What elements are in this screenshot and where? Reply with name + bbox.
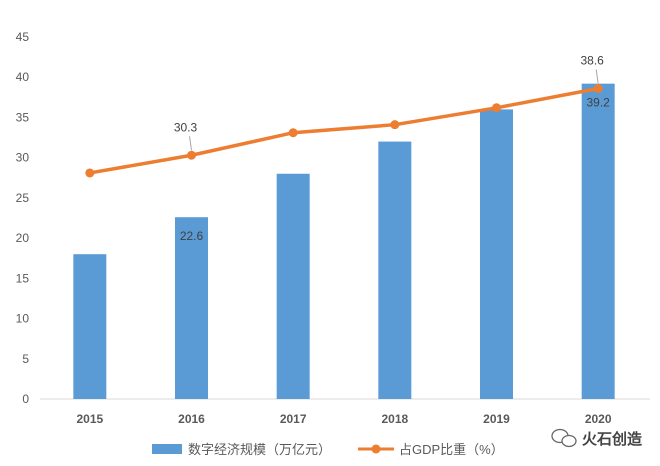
data-label: 22.6: [180, 229, 204, 243]
y-tick-label: 40: [16, 70, 30, 84]
legend-bar-swatch: [152, 444, 182, 454]
line-series: [85, 83, 603, 178]
legend-line-label: 占GDP比重（%）: [399, 442, 504, 457]
bar: [480, 109, 513, 400]
watermark: 火石创造: [551, 428, 642, 448]
data-labels: 22.6 39.2 30.3 38.6: [174, 53, 610, 243]
data-label-leader: [189, 136, 192, 151]
y-tick-label: 35: [16, 110, 30, 124]
data-label: 30.3: [174, 120, 198, 134]
bar-series: [73, 83, 615, 400]
y-tick-label: 5: [22, 352, 29, 366]
x-tick-label: 2017: [280, 412, 307, 426]
y-tick-label: 25: [16, 191, 30, 205]
line-point: [288, 128, 298, 138]
legend-bar-label: 数字经济规模（万亿元）: [188, 442, 331, 457]
y-axis: 0 5 10 15 20 25 30 35 40 45: [16, 30, 30, 406]
data-label-leader: [595, 69, 599, 84]
wechat-icon: [551, 428, 577, 448]
bar: [581, 83, 615, 399]
data-label: 39.2: [586, 96, 610, 110]
legend-line-marker: [371, 444, 381, 454]
line-point: [390, 120, 400, 130]
x-tick-label: 2015: [76, 412, 103, 426]
line-point: [85, 168, 95, 178]
y-tick-label: 30: [16, 151, 30, 165]
bar: [73, 254, 107, 399]
line-point: [492, 103, 501, 113]
data-label: 38.6: [580, 53, 604, 67]
series-line: [89, 86, 599, 175]
bar: [378, 141, 412, 400]
bar: [175, 217, 208, 399]
y-tick-label: 15: [16, 271, 30, 285]
line-point: [593, 83, 603, 93]
legend[interactable]: 数字经济规模（万亿元） 占GDP比重（%）: [152, 442, 504, 457]
line-point: [187, 150, 196, 160]
y-tick-label: 10: [16, 312, 30, 326]
watermark-text: 火石创造: [582, 430, 642, 448]
x-tick-label: 2020: [585, 412, 612, 426]
y-tick-label: 20: [16, 231, 30, 245]
y-tick-label: 45: [16, 30, 30, 44]
x-axis: 2015 2016 2017 2018 2019 2020: [76, 412, 611, 426]
x-tick-label: 2016: [178, 412, 205, 426]
x-tick-label: 2018: [381, 412, 408, 426]
bar: [276, 173, 310, 399]
y-tick-label: 0: [22, 392, 29, 406]
x-tick-label: 2019: [483, 412, 510, 426]
